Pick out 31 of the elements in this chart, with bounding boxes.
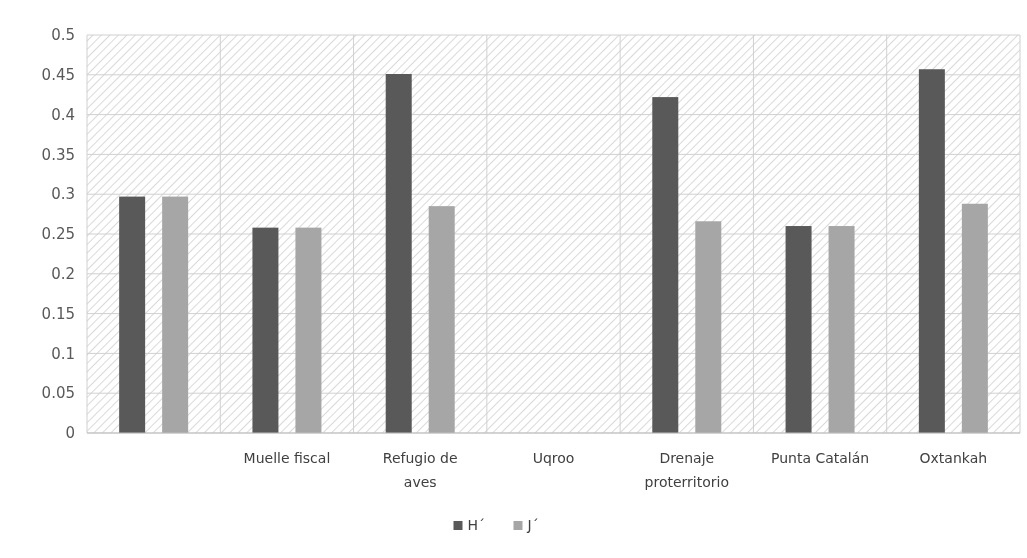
bar — [785, 226, 812, 433]
x-tick-label: Uqroo — [532, 450, 575, 466]
x-tick-label: Punta Catalán — [770, 450, 870, 466]
y-tick-label: 0.45 — [41, 66, 75, 85]
x-tick-label: Refugio de aves — [382, 450, 458, 490]
bar — [252, 227, 279, 433]
bar — [828, 226, 855, 433]
bar — [918, 69, 945, 433]
y-tick-label: 0.3 — [51, 185, 75, 204]
y-tick-label: 0.35 — [41, 145, 75, 164]
legend-label: J´ — [526, 517, 539, 533]
bar — [162, 196, 189, 433]
y-tick-label: 0.1 — [51, 344, 75, 363]
y-tick-label: 0.5 — [51, 26, 75, 45]
bar — [428, 206, 455, 433]
x-tick-label: Muelle fiscal — [243, 450, 331, 466]
legend-label: H´ — [467, 517, 486, 533]
y-tick-label: 0.25 — [41, 225, 75, 244]
bar — [385, 74, 412, 433]
bar — [695, 221, 722, 433]
bar — [119, 196, 146, 433]
bar — [961, 203, 988, 433]
y-tick-label: 0.15 — [41, 304, 75, 323]
x-tick-label: Drenaje proterritorio — [644, 450, 729, 490]
y-tick-label: 0.2 — [51, 265, 75, 284]
y-tick-label: 0 — [65, 424, 75, 443]
bar — [295, 227, 322, 433]
y-tick-label: 0.4 — [51, 105, 75, 124]
bar — [652, 97, 679, 433]
x-tick-label: Oxtankah — [919, 450, 988, 466]
y-tick-label: 0.05 — [41, 384, 75, 403]
